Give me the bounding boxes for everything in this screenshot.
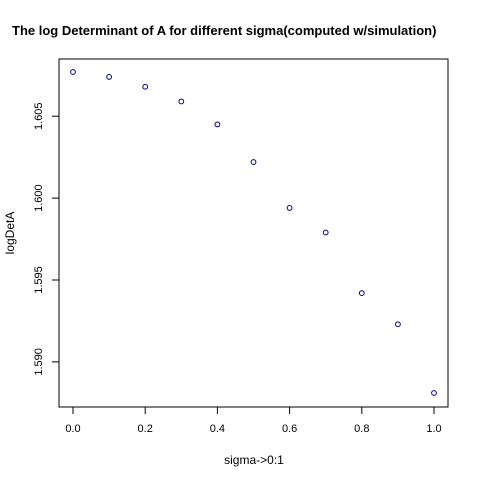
data-point [142,83,149,90]
plot-frame [58,58,449,408]
y-axis-label: logDetA [3,212,17,255]
x-tick-label: 1.0 [426,423,441,435]
y-tick-label: 1.600 [33,184,45,212]
chart-title: The log Determinant of A for different s… [12,23,436,38]
data-point [106,74,112,80]
data-point [70,69,76,75]
y-tick-label: 1.605 [33,102,45,130]
data-point [358,290,365,296]
x-tick-label: 0.2 [138,423,153,435]
x-axis-label: sigma->0:1 [224,453,284,467]
x-tick-label: 0.0 [65,423,80,435]
data-points [70,69,437,396]
y-tick-label: 1.590 [33,348,45,376]
x-tick-label: 0.8 [354,423,369,435]
x-tick-label: 0.6 [282,423,297,435]
y-tick-label: 1.595 [33,266,45,294]
x-tick-label: 0.4 [210,423,225,435]
data-point [250,159,257,165]
x-axis: 0.0 0.2 0.4 0.6 0.8 1.0 [65,406,442,435]
y-axis: 1.590 1.595 1.600 1.605 [33,102,60,376]
data-point [395,321,401,328]
data-point [322,229,329,236]
data-point [214,121,221,128]
data-point [431,390,437,396]
data-point [286,205,293,211]
data-point [178,98,185,105]
